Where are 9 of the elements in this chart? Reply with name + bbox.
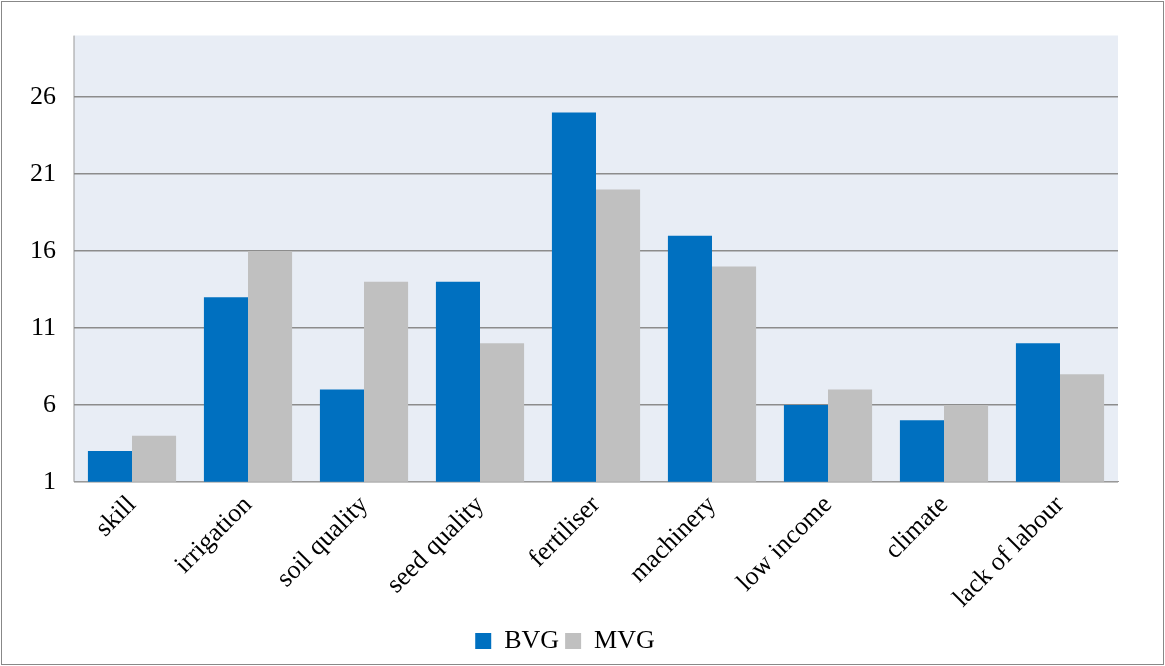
y-tick-label: 6	[43, 388, 56, 418]
x-tick-label: skill	[88, 489, 142, 542]
y-tick-label: 16	[30, 234, 56, 264]
legend-label: BVG	[504, 624, 560, 654]
y-tick-label: 26	[30, 80, 56, 110]
y-tick-label: 11	[30, 311, 56, 341]
y-tick-label: 1	[43, 465, 56, 495]
y-tick-label: 21	[30, 157, 56, 187]
legend-label: MVG	[594, 624, 655, 654]
